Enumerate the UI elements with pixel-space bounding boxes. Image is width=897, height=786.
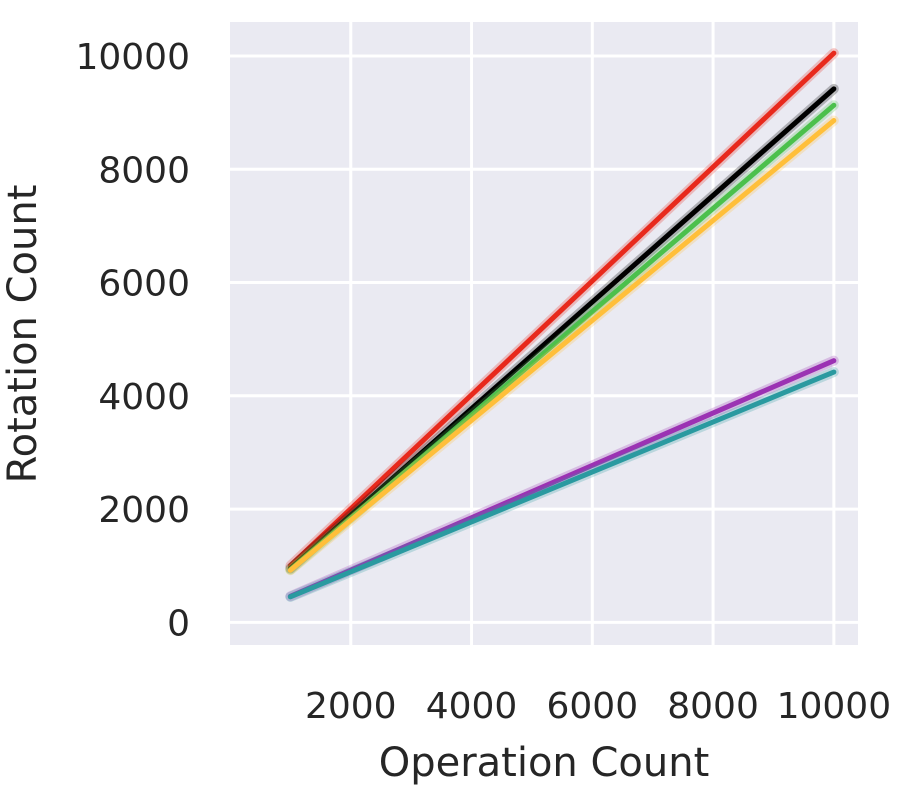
x-tick-label: 6000: [546, 686, 638, 727]
series-lines: [285, 48, 839, 602]
y-tick-label: 0: [167, 603, 190, 644]
grid: [230, 22, 858, 645]
x-tick-label: 10000: [777, 686, 892, 727]
series-line: [287, 369, 837, 600]
y-tick-label: 10000: [75, 37, 190, 78]
x-tick-label: 4000: [426, 686, 518, 727]
y-tick-labels: 0 2000 4000 6000 8000 10000: [75, 37, 190, 644]
x-axis-label: Operation Count: [379, 740, 710, 786]
y-tick-label: 6000: [98, 264, 190, 305]
series-line: [287, 118, 837, 573]
x-tick-label: 8000: [667, 686, 759, 727]
series-line: [287, 50, 837, 569]
y-tick-label: 2000: [98, 490, 190, 531]
x-tick-labels: 2000 4000 6000 8000 10000: [305, 686, 891, 727]
y-tick-label: 4000: [98, 377, 190, 418]
y-axis-label: Rotation Count: [0, 185, 46, 484]
y-tick-label: 8000: [98, 150, 190, 191]
x-tick-label: 2000: [305, 686, 397, 727]
series-line: [287, 86, 837, 572]
